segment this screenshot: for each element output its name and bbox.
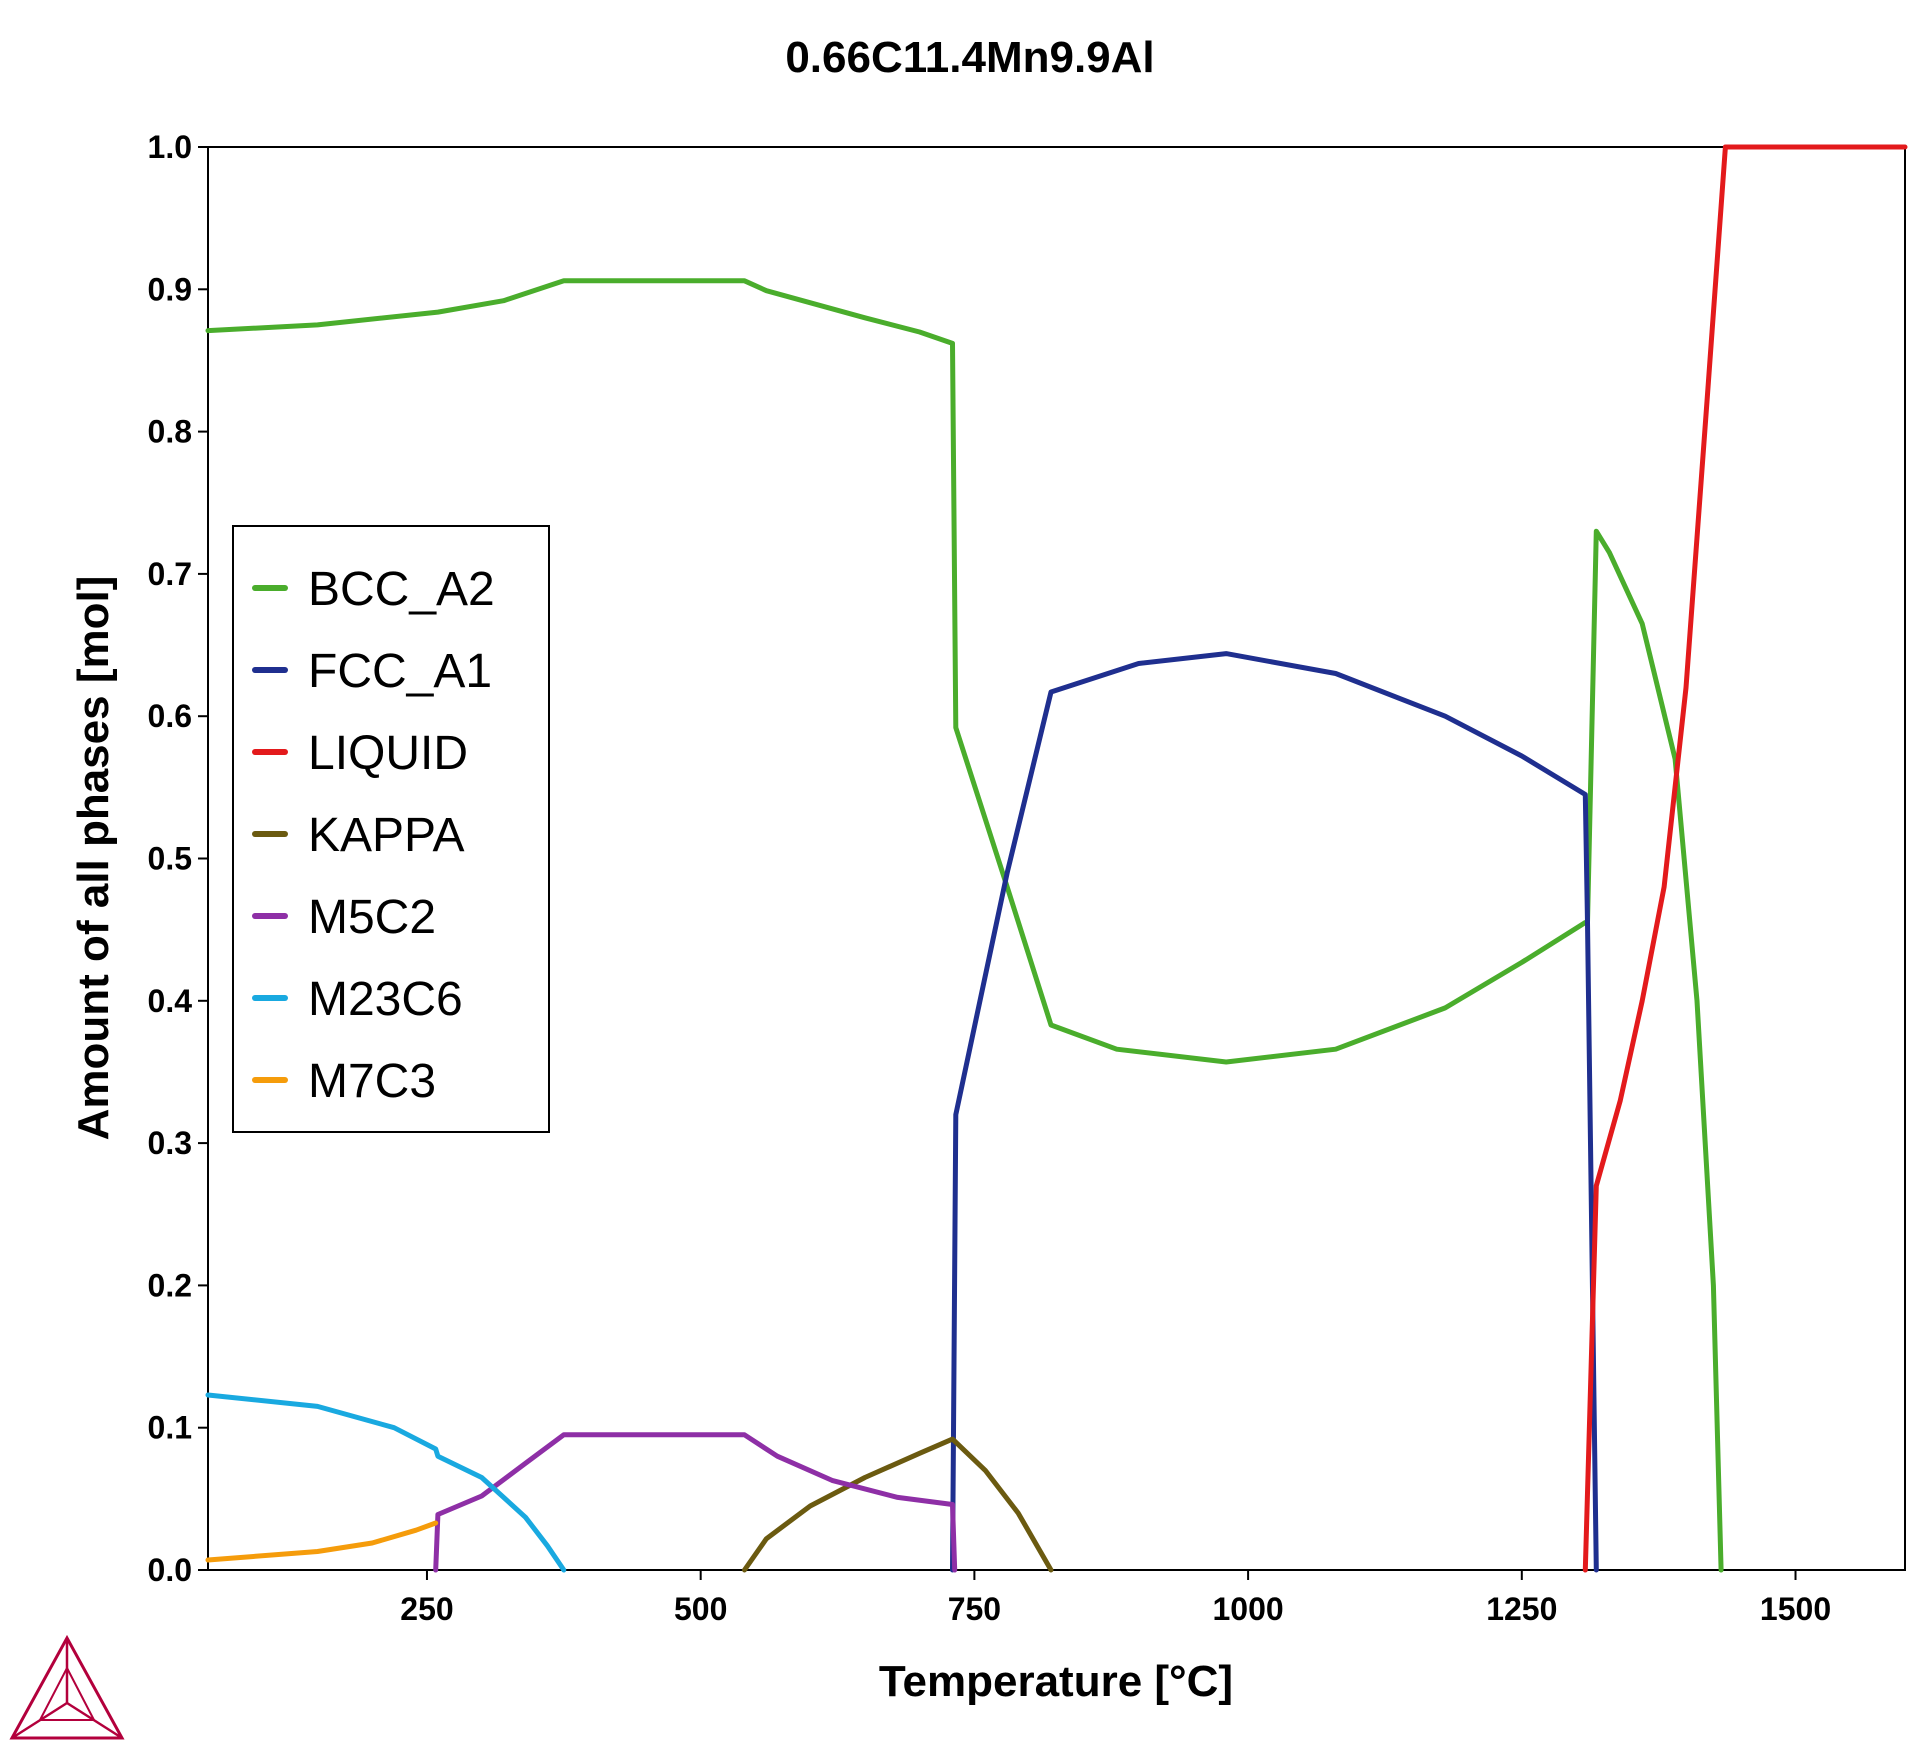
legend-label: FCC_A1 xyxy=(308,645,492,698)
legend-box xyxy=(232,525,550,1133)
thermo-calc-logo xyxy=(9,1634,125,1740)
legend-item-m23c6: M23C6 xyxy=(252,973,463,1026)
legend-label: M5C2 xyxy=(308,891,436,944)
y-tick-label: 0.8 xyxy=(148,414,192,450)
series-line-m7c3 xyxy=(205,1520,439,1563)
y-tick-label: 0.7 xyxy=(148,556,192,592)
legend-item-kappa: KAPPA xyxy=(252,809,465,862)
plot-area: 250 500 750 1000 1250 1500 0.0 0.1 0.2 0.3 0.4 0.5… xyxy=(148,129,1908,1627)
legend-item-fcc-a1: FCC_A1 xyxy=(252,645,492,698)
legend-item-m7c3: M7C3 xyxy=(252,1055,436,1108)
legend-item-bcc-a2: BCC_A2 xyxy=(252,563,495,616)
y-axis-label: Amount of all phases [mol] xyxy=(69,576,118,1141)
y-tick-label: 0.0 xyxy=(148,1552,192,1588)
x-tick-label: 1250 xyxy=(1486,1591,1557,1627)
y-axis-ticks: 0.0 0.1 0.2 0.3 0.4 0.5 0.6 0.7 0.8 0.9 1.0 xyxy=(148,129,208,1588)
series-line-bcc-a2 xyxy=(205,278,1724,1573)
y-tick-label: 0.1 xyxy=(148,1410,192,1446)
series-group xyxy=(205,144,1908,1573)
y-tick-label: 0.5 xyxy=(148,841,192,877)
x-tick-label: 250 xyxy=(400,1591,453,1627)
x-tick-label: 1500 xyxy=(1760,1591,1831,1627)
y-tick-label: 0.4 xyxy=(148,983,193,1019)
legend-label: M23C6 xyxy=(308,973,463,1026)
y-tick-label: 0.6 xyxy=(148,698,192,734)
legend-label: LIQUID xyxy=(308,727,468,780)
y-tick-label: 0.3 xyxy=(148,1125,192,1161)
x-tick-label: 750 xyxy=(948,1591,1001,1627)
legend-label: KAPPA xyxy=(308,809,465,862)
y-tick-label: 0.2 xyxy=(148,1267,192,1303)
series-line-m23c6 xyxy=(205,1392,567,1573)
x-tick-label: 500 xyxy=(674,1591,727,1627)
legend-label: M7C3 xyxy=(308,1055,436,1108)
chart-title: 0.66C11.4Mn9.9Al xyxy=(785,33,1154,82)
legend-item-m5c2: M5C2 xyxy=(252,891,436,944)
x-axis-label: Temperature [°C] xyxy=(879,1657,1233,1706)
series-line-kappa xyxy=(742,1436,1054,1573)
x-tick-label: 1000 xyxy=(1213,1591,1284,1627)
series-line-m5c2 xyxy=(433,1432,958,1573)
series-line-liquid xyxy=(1582,144,1908,1573)
legend: BCC_A2 FCC_A1 LIQUID KAPPA M5C2 M23C6 M7C3 xyxy=(232,525,550,1133)
y-tick-label: 0.9 xyxy=(148,271,192,307)
legend-item-liquid: LIQUID xyxy=(252,727,468,780)
series-line-fcc-a1 xyxy=(950,651,1599,1573)
legend-label: BCC_A2 xyxy=(308,563,495,616)
x-axis-ticks: 250 500 750 1000 1250 1500 xyxy=(400,1570,1831,1627)
y-tick-label: 1.0 xyxy=(148,129,192,165)
